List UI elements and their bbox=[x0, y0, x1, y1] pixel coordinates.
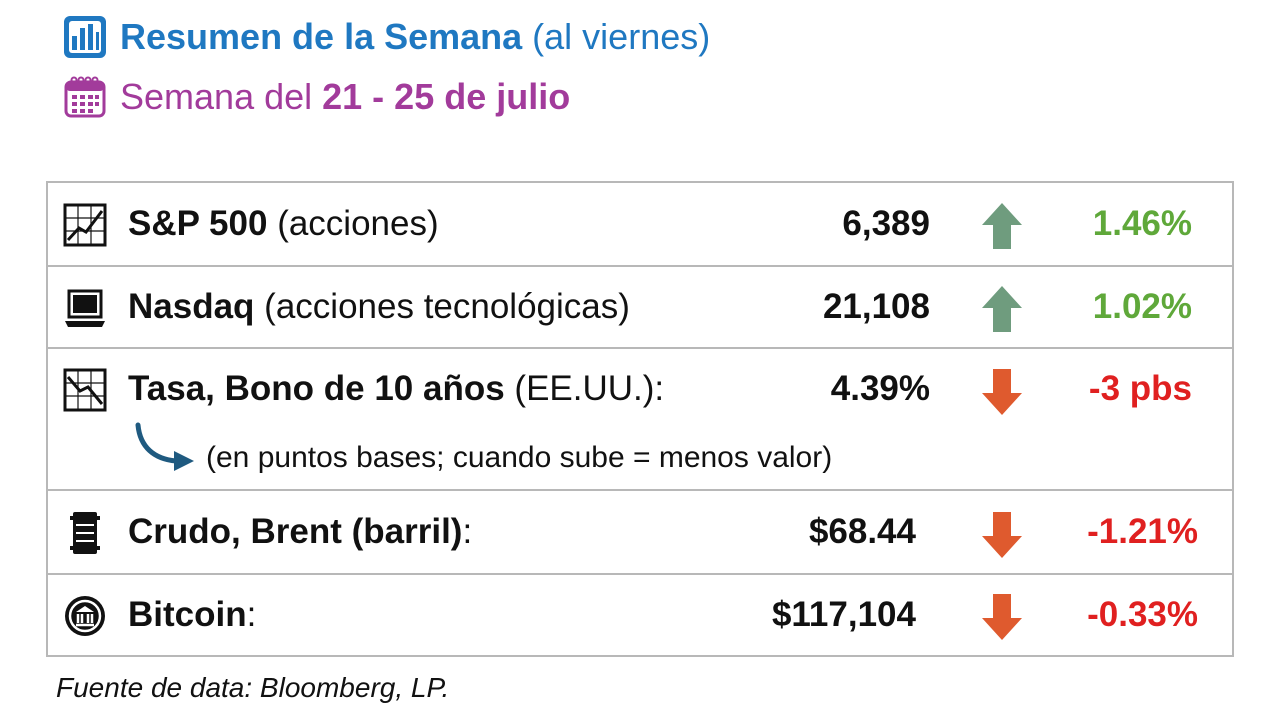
table-row: Crudo, Brent (barril): $68.44 -1.21% bbox=[48, 491, 1232, 575]
asset-value: 4.39% bbox=[830, 369, 930, 408]
bond-note: (en puntos bases; cuando sube = menos va… bbox=[206, 441, 833, 474]
asset-change: -1.21% bbox=[1087, 512, 1198, 551]
asset-desc: (acciones) bbox=[277, 204, 439, 243]
asset-change: 1.46% bbox=[1092, 204, 1192, 243]
table-row: Tasa, Bono de 10 años (EE.UU.): 4.39% -3… bbox=[48, 349, 1232, 491]
summary-title: Resumen de la Semana (al viernes) bbox=[62, 12, 710, 62]
asset-value: $117,104 bbox=[771, 595, 916, 634]
asset-name: Tasa, Bono de 10 años bbox=[128, 369, 505, 408]
week-prefix: Semana del bbox=[120, 76, 313, 117]
asset-change: 1.02% bbox=[1092, 287, 1192, 326]
table-row: S&P 500 (acciones) 6,389 1.46% bbox=[48, 183, 1232, 267]
bar-chart-icon bbox=[64, 16, 106, 58]
asset-value: 6,389 bbox=[842, 204, 930, 243]
arrow-down-icon bbox=[982, 512, 1022, 558]
asset-desc: (acciones tecnológicas) bbox=[264, 287, 630, 326]
asset-change: -0.33% bbox=[1087, 595, 1198, 634]
asset-desc: (EE.UU.): bbox=[514, 369, 665, 408]
asset-name: Nasdaq bbox=[128, 287, 255, 326]
asset-desc: : bbox=[246, 595, 257, 634]
line-chart-icon bbox=[63, 203, 107, 247]
oil-barrel-icon bbox=[70, 512, 100, 554]
table-row: Bitcoin: $117,104 -0.33% bbox=[48, 575, 1232, 657]
arrow-up-icon bbox=[982, 286, 1022, 332]
calendar-icon bbox=[64, 76, 106, 118]
declining-chart-icon bbox=[63, 368, 107, 412]
coin-icon bbox=[65, 596, 105, 636]
arrow-up-icon bbox=[982, 203, 1022, 249]
asset-name: Bitcoin bbox=[128, 595, 247, 634]
title-bold: Resumen de la Semana bbox=[120, 16, 523, 57]
asset-change: -3 pbs bbox=[1088, 369, 1192, 408]
title-note: (al viernes) bbox=[532, 16, 711, 57]
week-label: Semana del 21 - 25 de julio bbox=[62, 72, 570, 122]
curved-arrow-icon bbox=[135, 422, 194, 471]
arrow-down-icon bbox=[982, 369, 1022, 415]
asset-desc: : bbox=[462, 512, 473, 551]
asset-name: S&P 500 bbox=[128, 204, 268, 243]
asset-name: Crudo, Brent (barril) bbox=[128, 512, 463, 551]
asset-value: $68.44 bbox=[808, 512, 916, 551]
asset-value: 21,108 bbox=[822, 287, 930, 326]
week-range: 21 - 25 de julio bbox=[322, 76, 571, 117]
table-row: Nasdaq (acciones tecnológicas) 21,108 1.… bbox=[48, 267, 1232, 349]
market-summary-table: S&P 500 (acciones) 6,389 1.46% Nasdaq (a… bbox=[46, 181, 1234, 657]
source-footnote: Fuente de data: Bloomberg, LP. bbox=[56, 672, 450, 703]
laptop-icon bbox=[65, 289, 105, 327]
arrow-down-icon bbox=[982, 594, 1022, 640]
